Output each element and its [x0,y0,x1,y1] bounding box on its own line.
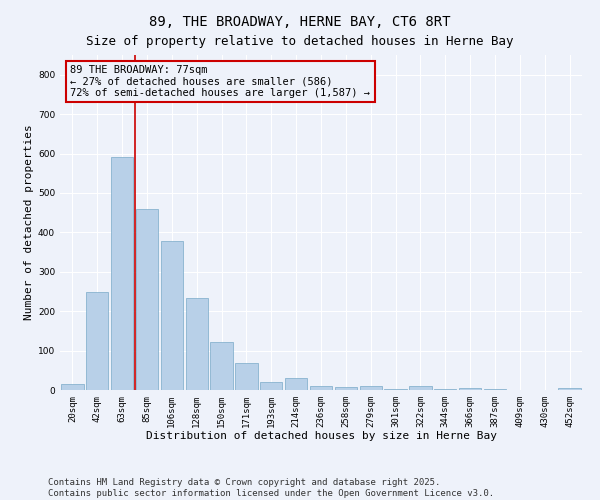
Bar [359,386,382,390]
Bar [434,389,457,390]
Bar [185,298,208,390]
Bar [260,382,283,390]
Bar [161,242,183,390]
Bar [409,386,431,390]
Bar [559,388,581,390]
Text: Contains HM Land Registry data © Crown copyright and database right 2025.
Contai: Contains HM Land Registry data © Crown c… [48,478,494,498]
Bar [335,387,357,390]
Text: 89, THE BROADWAY, HERNE BAY, CT6 8RT: 89, THE BROADWAY, HERNE BAY, CT6 8RT [149,15,451,29]
Bar [111,158,133,390]
Bar [459,388,481,390]
Text: 89 THE BROADWAY: 77sqm
← 27% of detached houses are smaller (586)
72% of semi-de: 89 THE BROADWAY: 77sqm ← 27% of detached… [70,65,370,98]
Bar [385,389,407,390]
Bar [310,386,332,390]
Bar [211,342,233,390]
Bar [61,384,83,390]
Y-axis label: Number of detached properties: Number of detached properties [24,124,34,320]
Bar [235,363,257,390]
Text: Size of property relative to detached houses in Herne Bay: Size of property relative to detached ho… [86,35,514,48]
Bar [136,210,158,390]
Bar [86,292,109,390]
X-axis label: Distribution of detached houses by size in Herne Bay: Distribution of detached houses by size … [146,432,497,442]
Bar [484,389,506,390]
Bar [285,378,307,390]
